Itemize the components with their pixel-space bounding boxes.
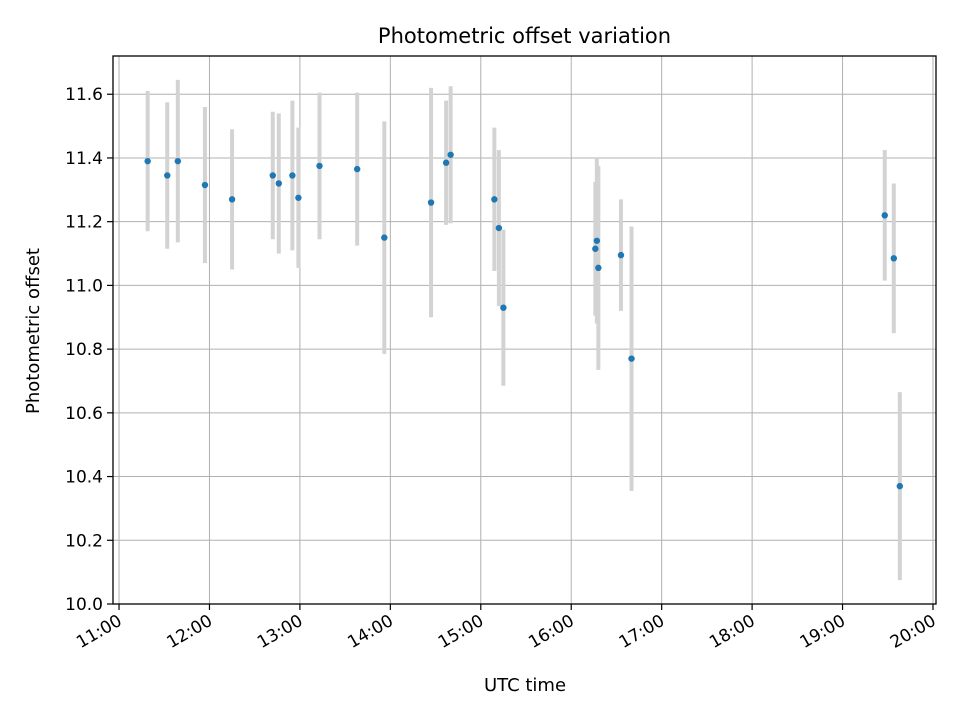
data-points: [144, 151, 904, 490]
data-point: [164, 172, 171, 179]
data-point: [275, 180, 283, 187]
data-point: [269, 172, 276, 179]
x-tick-label: 20:00: [887, 611, 939, 653]
y-tick-label: 10.4: [65, 468, 103, 488]
data-point: [228, 196, 236, 203]
data-point: [592, 245, 599, 252]
y-tick-label: 10.2: [65, 531, 103, 551]
data-point: [628, 355, 635, 362]
data-point: [174, 157, 182, 165]
x-tick-label: 17:00: [616, 611, 668, 653]
x-tick-label: 16:00: [525, 611, 577, 653]
data-point: [500, 304, 507, 311]
data-point: [595, 264, 602, 272]
data-point: [593, 237, 601, 244]
x-tick-label: 11:00: [73, 611, 125, 653]
data-point: [381, 234, 388, 241]
data-point: [295, 194, 302, 201]
data-point: [442, 159, 450, 166]
y-tick-label: 11.6: [65, 85, 103, 105]
data-point: [890, 255, 897, 262]
x-tick-label: 13:00: [254, 611, 306, 653]
data-point: [353, 165, 361, 173]
y-tick-label: 10.6: [65, 404, 103, 424]
plot-frame: [112, 55, 937, 605]
x-tick-label: 15:00: [435, 611, 487, 653]
x-tick-label: 12:00: [164, 611, 216, 653]
data-point: [491, 196, 498, 203]
data-point: [896, 482, 904, 490]
data-point: [881, 212, 888, 219]
y-axis-title: Photometric offset: [23, 248, 44, 414]
data-point: [427, 199, 435, 206]
x-axis-title: UTC time: [484, 675, 566, 696]
data-point: [144, 157, 151, 165]
y-tick-label: 10.8: [65, 340, 103, 360]
y-tick-label: 10.0: [65, 595, 103, 615]
y-axis-ticks: 10.0 10.2 10.4 10.6 10.8 11.0 11.2 11.4 11.6: [65, 85, 113, 615]
data-point: [289, 172, 296, 179]
error-bars: [145, 79, 902, 581]
data-point: [495, 224, 503, 232]
y-tick-label: 11.2: [65, 213, 103, 233]
grid: [113, 56, 936, 605]
y-tick-label: 11.0: [65, 276, 103, 296]
chart-title: Photometric offset variation: [378, 24, 671, 48]
data-point: [201, 181, 209, 189]
y-tick-label: 11.4: [65, 149, 103, 169]
x-tick-label: 14:00: [344, 611, 396, 653]
data-point: [447, 151, 454, 158]
x-tick-label: 18:00: [706, 611, 758, 653]
data-point: [316, 162, 323, 170]
data-point: [617, 251, 625, 259]
x-tick-label: 19:00: [797, 611, 849, 653]
x-axis-ticks: 11:00 12:00 13:00 14:00 15:00 16:00 17:00 18:00…: [73, 604, 939, 653]
